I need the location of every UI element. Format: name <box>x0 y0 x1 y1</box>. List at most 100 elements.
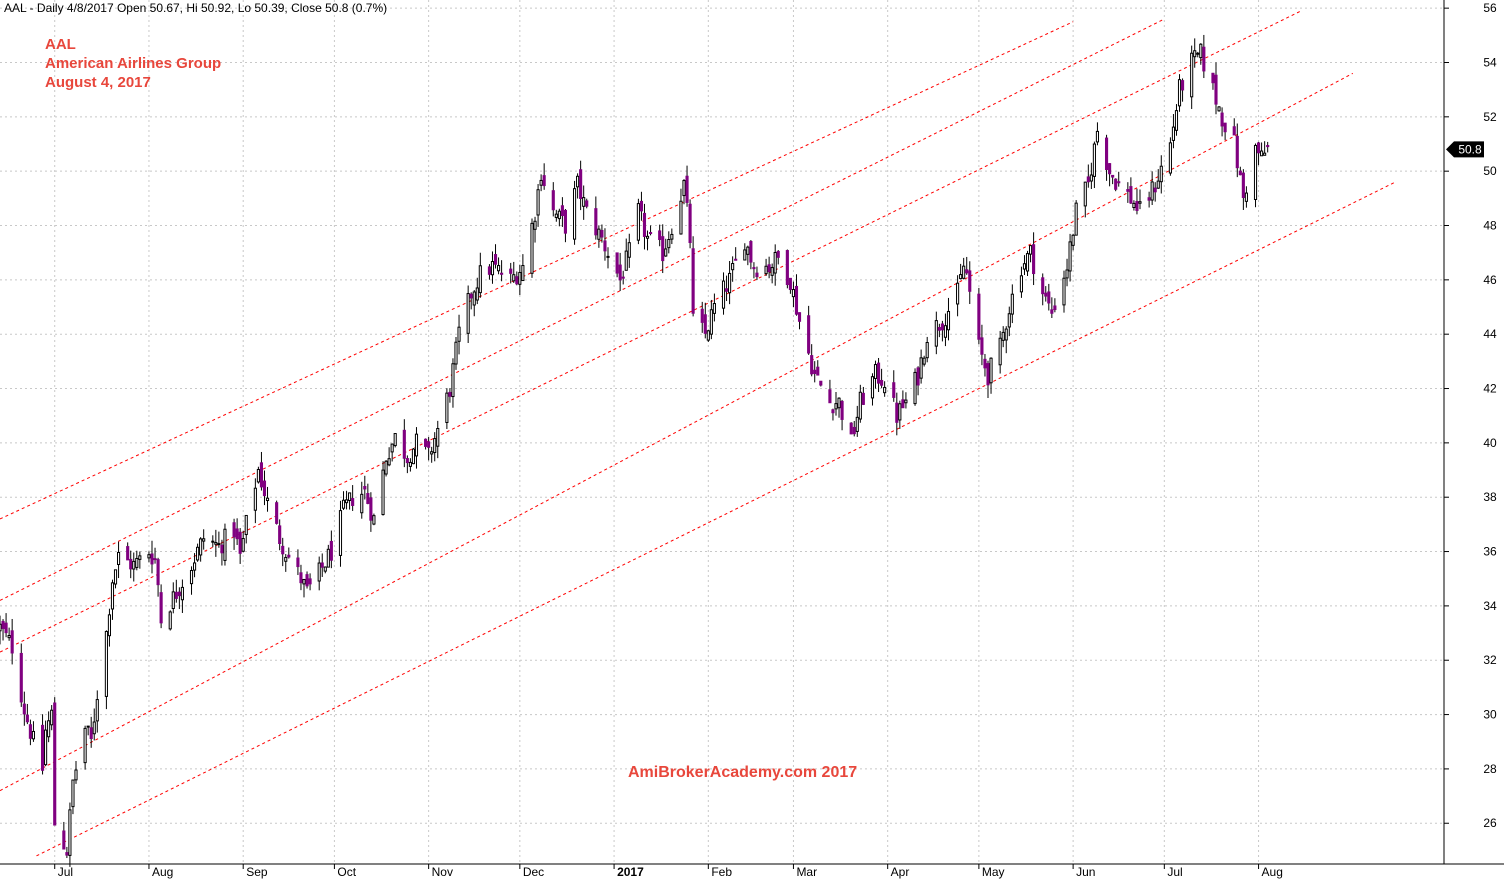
candle-body <box>743 249 747 261</box>
candle <box>25 703 29 725</box>
candle-body <box>585 200 589 207</box>
candle <box>728 261 732 305</box>
candle-body <box>341 499 346 509</box>
candle-body <box>1214 74 1218 105</box>
candle-body <box>469 293 473 299</box>
candle <box>217 531 221 548</box>
candle-body <box>1150 181 1154 201</box>
candle <box>1095 122 1100 146</box>
candle <box>1214 62 1218 115</box>
candle <box>22 691 26 726</box>
candle <box>92 708 96 741</box>
candle <box>384 460 388 477</box>
candle <box>837 397 841 418</box>
candle <box>1244 186 1248 208</box>
y-tick-label: 50 <box>1483 164 1497 178</box>
candle-body <box>369 497 373 521</box>
candle-body <box>925 342 929 359</box>
candle <box>1044 286 1048 302</box>
candle-body <box>858 391 862 420</box>
candle <box>1092 141 1096 189</box>
candle <box>880 368 884 388</box>
candle <box>703 302 707 339</box>
candle-body <box>278 525 282 545</box>
candle-body <box>989 357 993 384</box>
candle <box>253 478 257 524</box>
candle <box>968 261 972 305</box>
candle-body <box>579 169 583 200</box>
y-tick-label: 44 <box>1483 327 1497 341</box>
candle <box>1050 297 1054 319</box>
channel-line <box>0 18 1165 601</box>
candle-body <box>348 492 352 501</box>
candle <box>110 579 115 620</box>
candle <box>642 203 647 250</box>
y-axis-ticks: 26 28 30 32 34 36 38 40 42 44 46 48 50 52 54 56 <box>1444 1 1497 830</box>
candle-body <box>323 566 327 572</box>
candle <box>743 243 747 261</box>
candle <box>810 344 814 377</box>
candle-body <box>287 554 291 558</box>
candle-body <box>1047 291 1051 304</box>
candle-body <box>411 448 416 465</box>
candle <box>919 349 923 384</box>
candle <box>940 320 944 342</box>
candle <box>53 697 57 826</box>
candle-body <box>1092 143 1096 177</box>
candle-body <box>10 630 14 654</box>
candle <box>500 260 504 282</box>
candle-body <box>849 422 853 435</box>
candle <box>1171 114 1176 149</box>
candle <box>679 188 683 235</box>
y-tick-label: 34 <box>1483 599 1497 613</box>
candle <box>1266 141 1270 153</box>
candle <box>1028 245 1033 263</box>
candle-body <box>381 469 385 516</box>
candle <box>724 275 729 302</box>
x-tick-label: Jun <box>1076 865 1095 879</box>
candle-body <box>220 544 224 554</box>
candle-body <box>214 542 218 545</box>
candle-body <box>788 277 792 290</box>
candle <box>627 233 631 268</box>
candle <box>405 455 409 474</box>
last-price-label: 50.8 <box>1458 142 1482 156</box>
y-tick-label: 28 <box>1483 762 1497 776</box>
candle <box>1114 178 1118 192</box>
candle <box>913 368 917 406</box>
candle <box>934 311 938 355</box>
candle-body <box>582 197 586 207</box>
candle <box>372 513 376 526</box>
candle-body <box>68 809 72 856</box>
candle <box>299 564 303 591</box>
channel-line <box>36 181 1396 857</box>
candle-body <box>1153 187 1157 193</box>
candle <box>189 566 194 595</box>
candle <box>618 252 622 291</box>
candle-body <box>664 248 668 257</box>
candle <box>329 530 333 569</box>
candle-body <box>436 428 440 447</box>
candle <box>116 541 121 579</box>
candle-body <box>1260 150 1264 157</box>
candle-body <box>1232 126 1236 136</box>
candle <box>706 329 710 342</box>
candle <box>1086 164 1090 188</box>
candle <box>19 643 23 707</box>
candle <box>74 761 78 784</box>
candle <box>1108 163 1112 187</box>
candle <box>989 357 993 394</box>
candle-body <box>1117 181 1121 184</box>
candle-body <box>424 438 428 447</box>
candle <box>363 475 367 500</box>
candle-body <box>1 620 5 629</box>
candle-body <box>22 703 26 715</box>
candle <box>232 518 236 550</box>
candle <box>411 448 416 465</box>
y-tick-label: 38 <box>1483 490 1497 504</box>
candle <box>883 381 887 397</box>
candle-body <box>202 538 206 542</box>
candle-body <box>1168 142 1172 174</box>
candle <box>153 547 157 564</box>
